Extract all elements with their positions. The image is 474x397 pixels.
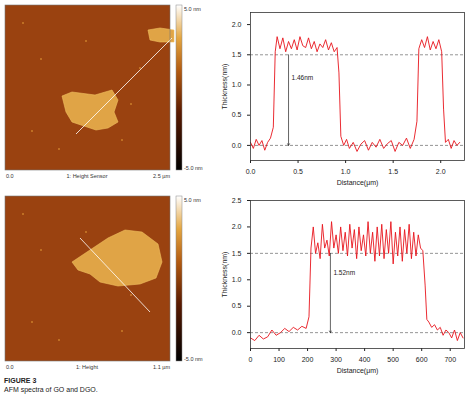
svg-text:1.5: 1.5 bbox=[232, 250, 242, 257]
svg-text:2.5: 2.5 bbox=[232, 197, 242, 204]
svg-text:1.52nm: 1.52nm bbox=[333, 269, 355, 276]
svg-text:0.0: 0.0 bbox=[246, 168, 256, 175]
html-text:AFM spectra of GO and DGO.: AFM spectra of GO and DGO. bbox=[4, 386, 98, 393]
svg-text:Thickness(nm): Thickness(nm) bbox=[221, 64, 229, 110]
svg-text:1.5: 1.5 bbox=[388, 168, 398, 175]
svg-text:1.0: 1.0 bbox=[341, 168, 351, 175]
svg-text:400: 400 bbox=[359, 356, 371, 363]
svg-text:500: 500 bbox=[387, 356, 399, 363]
svg-text:0.0: 0.0 bbox=[232, 329, 242, 336]
svg-text:Distance(μm): Distance(μm) bbox=[337, 179, 379, 187]
svg-text:-5.0 nm: -5.0 nm bbox=[184, 165, 203, 171]
svg-text:600: 600 bbox=[416, 356, 428, 363]
svg-text:1: Height: 1: Height bbox=[76, 364, 98, 370]
svg-text:0: 0 bbox=[249, 356, 253, 363]
svg-text:1.46nm: 1.46nm bbox=[292, 74, 314, 81]
svg-text:2.0: 2.0 bbox=[232, 223, 242, 230]
svg-text:700: 700 bbox=[444, 356, 456, 363]
svg-text:2.0: 2.0 bbox=[232, 21, 242, 28]
svg-text:5.0 nm: 5.0 nm bbox=[184, 197, 201, 203]
svg-text:2.0: 2.0 bbox=[436, 168, 446, 175]
svg-text:100: 100 bbox=[273, 356, 285, 363]
svg-text:Distance(μm): Distance(μm) bbox=[337, 367, 379, 375]
svg-text:1.1 µm: 1.1 µm bbox=[153, 364, 170, 370]
svg-text:0.5: 0.5 bbox=[232, 302, 242, 309]
svg-text:0.5: 0.5 bbox=[232, 111, 242, 118]
svg-text:5.0 nm: 5.0 nm bbox=[184, 6, 201, 12]
svg-text:0.0: 0.0 bbox=[232, 142, 242, 149]
svg-text:1: Height Sensor: 1: Height Sensor bbox=[67, 173, 108, 179]
svg-text:1.0: 1.0 bbox=[232, 276, 242, 283]
svg-text:1.5: 1.5 bbox=[232, 51, 242, 58]
svg-text:300: 300 bbox=[330, 356, 342, 363]
svg-text:200: 200 bbox=[302, 356, 314, 363]
svg-text:2.5 µm: 2.5 µm bbox=[153, 173, 170, 179]
svg-text:0.0: 0.0 bbox=[6, 173, 14, 179]
svg-text:Thickness(nm): Thickness(nm) bbox=[221, 252, 229, 298]
svg-text:1.0: 1.0 bbox=[232, 81, 242, 88]
html-text:FIGURE 3: FIGURE 3 bbox=[4, 377, 37, 384]
svg-text:-5.0 nm: -5.0 nm bbox=[184, 356, 203, 362]
svg-text:0.5: 0.5 bbox=[293, 168, 303, 175]
svg-text:0.0: 0.0 bbox=[6, 364, 14, 370]
